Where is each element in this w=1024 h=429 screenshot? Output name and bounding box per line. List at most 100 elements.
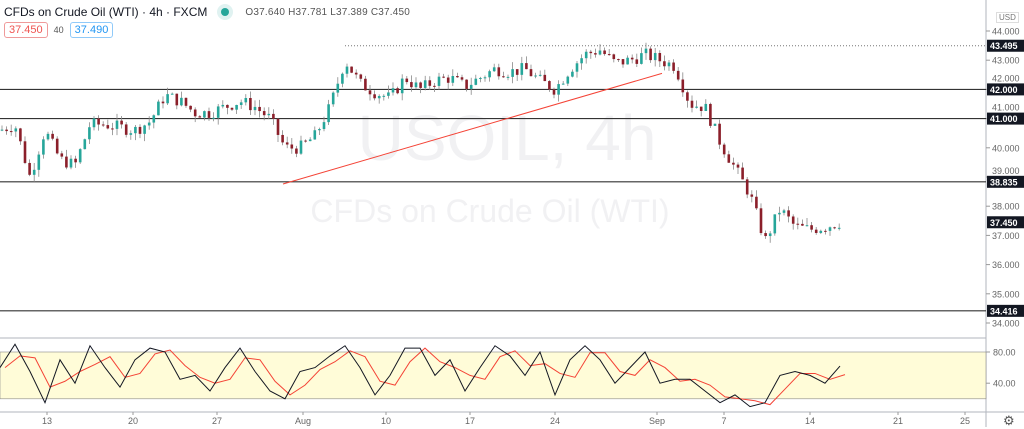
candle-body xyxy=(787,210,790,217)
candle-body xyxy=(78,149,82,163)
currency-label[interactable]: USD xyxy=(996,12,1019,23)
candle-body xyxy=(134,126,137,134)
candle-body xyxy=(828,227,832,231)
candle-body xyxy=(640,53,643,64)
price-tick-label: 36.000 xyxy=(992,260,1020,270)
candle-body xyxy=(341,73,344,84)
candle-body xyxy=(364,78,367,91)
candle-body xyxy=(571,71,574,77)
candle-body xyxy=(502,76,505,78)
candle-body xyxy=(281,134,284,143)
buy-button[interactable]: 37.490 xyxy=(69,22,114,38)
candle-body xyxy=(37,154,41,170)
candle-body xyxy=(460,77,464,80)
level-label: 38.835 xyxy=(990,177,1018,187)
candle-body xyxy=(345,66,349,74)
candle-body xyxy=(276,118,280,135)
candle-body xyxy=(630,57,634,60)
candle-body xyxy=(249,98,252,111)
price-tick-label: 37.000 xyxy=(992,231,1020,241)
date-tick-label: Aug xyxy=(295,416,311,426)
candle-body xyxy=(244,98,248,103)
sell-button[interactable]: 37.450 xyxy=(4,22,48,38)
candle-body xyxy=(115,120,119,129)
candle-body xyxy=(423,80,427,88)
candle-body xyxy=(419,82,422,88)
candle-body xyxy=(106,125,110,129)
candle-body xyxy=(520,63,524,75)
candle-body xyxy=(658,52,662,62)
level-label-bg xyxy=(987,39,1024,52)
candle-body xyxy=(474,78,478,85)
candle-body xyxy=(465,79,468,89)
candle-body xyxy=(405,78,409,83)
candle-body xyxy=(667,62,671,67)
candle-body xyxy=(534,75,537,77)
candle-body xyxy=(212,117,215,119)
last-price-bg xyxy=(987,216,1024,229)
candle-body xyxy=(791,216,795,224)
candle-body xyxy=(258,106,261,112)
settings-gear-icon[interactable]: ⚙ xyxy=(1003,413,1015,428)
candle-body xyxy=(92,118,96,128)
candle-body xyxy=(515,69,519,75)
candle-body xyxy=(483,77,487,79)
candle-body xyxy=(138,126,142,134)
candle-body xyxy=(626,57,629,65)
price-tick-label: 44.000 xyxy=(992,27,1020,37)
candle-body xyxy=(354,72,358,75)
spread: 40 xyxy=(53,25,64,35)
symbol-title[interactable]: CFDs on Crude Oil (WTI) · 4h · FXCM xyxy=(4,5,208,19)
stoch-d-line xyxy=(4,347,846,406)
candle-body xyxy=(23,141,27,163)
candle-body xyxy=(442,76,445,78)
candle-body xyxy=(538,74,542,76)
level-label-bg xyxy=(987,175,1024,188)
osc-tick-label: 40.00 xyxy=(993,379,1016,389)
price-tick-label: 40.000 xyxy=(992,143,1020,153)
candle-body xyxy=(676,70,680,80)
candle-body xyxy=(331,92,335,105)
candle-body xyxy=(69,158,73,168)
date-tick-label: 7 xyxy=(721,416,726,426)
candle-body xyxy=(51,133,54,139)
candle-body xyxy=(543,74,547,82)
candle-body xyxy=(313,130,317,140)
candle-body xyxy=(124,124,128,135)
candle-body xyxy=(161,101,165,104)
level-label-bg xyxy=(987,112,1024,125)
candle-body xyxy=(336,83,340,93)
candle-body xyxy=(308,139,312,142)
candle-body xyxy=(580,58,583,64)
candle-body xyxy=(32,169,36,175)
date-tick-label: 24 xyxy=(550,416,560,426)
candle-body xyxy=(778,212,781,215)
candle-body xyxy=(814,229,818,233)
level-label: 41.000 xyxy=(990,114,1018,124)
candle-body xyxy=(635,59,639,64)
date-tick-label: 17 xyxy=(465,416,475,426)
candle-body xyxy=(295,148,298,154)
candle-body xyxy=(584,51,588,59)
candle-body xyxy=(837,227,841,229)
candle-body xyxy=(157,101,160,116)
candle-body xyxy=(111,128,114,130)
candle-body xyxy=(391,88,395,93)
candle-body xyxy=(180,97,183,106)
candle-body xyxy=(690,100,694,108)
candle-body xyxy=(120,120,123,125)
candle-body xyxy=(649,48,652,61)
candle-body xyxy=(607,54,611,56)
candle-body xyxy=(479,77,482,79)
candle-body xyxy=(46,133,50,140)
candle-body xyxy=(713,123,717,126)
candle-body xyxy=(262,111,266,116)
candle-body xyxy=(437,76,441,86)
candle-body xyxy=(299,140,303,154)
candle-body xyxy=(166,94,169,104)
candle-body xyxy=(359,74,363,79)
candle-body xyxy=(594,53,597,55)
candle-body xyxy=(796,223,800,225)
candle-body xyxy=(709,103,712,126)
